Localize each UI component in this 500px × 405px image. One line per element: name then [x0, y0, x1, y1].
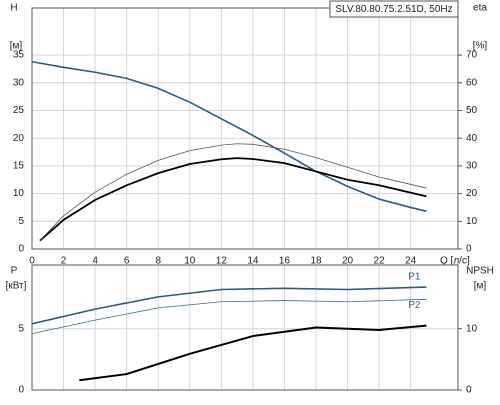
plot-frame [31, 264, 459, 391]
plot-frame [31, 7, 459, 250]
x-tick-label: 0 [29, 256, 35, 267]
x-tick-label: 8 [155, 256, 161, 267]
chart-title: SLV.80.80.75.2.51D, 50Hz [335, 4, 452, 15]
curve [39, 143, 427, 241]
y2-tick-label: 60 [466, 77, 478, 88]
x-tick-label: 24 [405, 256, 417, 267]
y2-axis-label: NPSH [466, 266, 494, 277]
y-tick-label: 5 [18, 216, 24, 227]
y2-tick-label: 10 [466, 323, 478, 334]
y2-axis-unit: [м] [474, 281, 487, 292]
series-label: P2 [408, 300, 421, 311]
y2-tick-label: 70 [466, 50, 478, 61]
y-axis-label: H [10, 3, 17, 14]
y-tick-label: 25 [13, 105, 25, 116]
y-tick-label: 0 [18, 385, 24, 396]
x-axis-label: Q [л/с] [440, 256, 470, 267]
y2-axis-label: eta [473, 3, 487, 14]
y2-tick-label: 30 [466, 161, 478, 172]
y-axis-label: P [11, 266, 18, 277]
y-tick-label: 5 [18, 323, 24, 334]
y2-tick-label: 40 [466, 133, 478, 144]
y-tick-label: 20 [13, 133, 25, 144]
curve [39, 157, 427, 242]
curve [31, 298, 427, 335]
y2-tick-label: 10 [466, 216, 478, 227]
y2-tick-label: 50 [466, 105, 478, 116]
y-tick-label: 15 [13, 161, 25, 172]
x-tick-label: 16 [279, 256, 291, 267]
x-tick-label: 20 [342, 256, 354, 267]
x-tick-label: 2 [61, 256, 67, 267]
x-tick-label: 6 [124, 256, 130, 267]
curve [79, 324, 427, 382]
y-axis-unit: [м] [10, 41, 23, 52]
series-label: P1 [408, 272, 421, 283]
x-tick-label: 12 [216, 256, 228, 267]
y-tick-label: 10 [13, 188, 25, 199]
y-axis-unit: [кВт] [6, 281, 27, 292]
y2-tick-label: 0 [466, 244, 472, 255]
y2-tick-label: 20 [466, 188, 478, 199]
curve [31, 286, 427, 325]
x-tick-label: 4 [92, 256, 98, 267]
title-box [329, 0, 459, 18]
y-tick-label: 35 [13, 50, 25, 61]
y2-axis-unit: [%] [473, 41, 488, 52]
curve [31, 60, 427, 213]
y2-tick-label: 0 [466, 385, 472, 396]
x-tick-label: 22 [374, 256, 386, 267]
x-tick-label: 10 [184, 256, 196, 267]
y-tick-label: 30 [13, 77, 25, 88]
x-tick-label: 18 [310, 256, 322, 267]
x-tick-label: 14 [247, 256, 259, 267]
y-tick-label: 0 [18, 244, 24, 255]
